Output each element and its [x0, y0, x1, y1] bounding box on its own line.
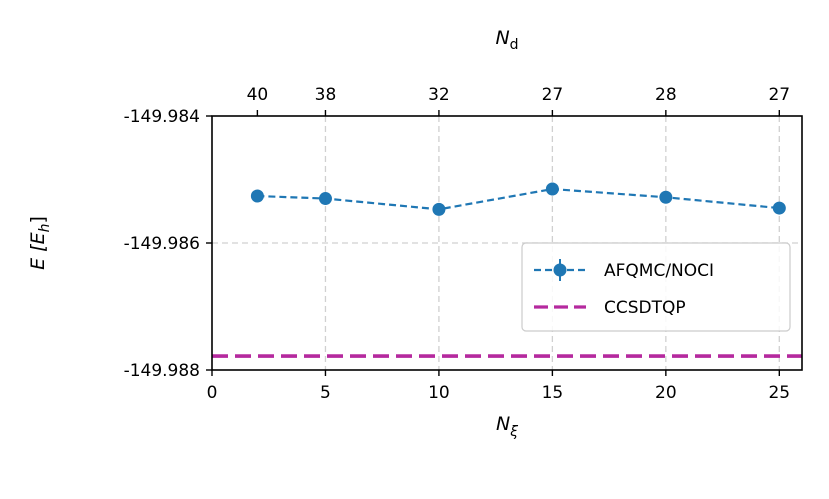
y-tick-label-1: -149.986 — [124, 234, 200, 254]
afqmc-point-2 — [432, 202, 446, 216]
x-tick-label-5: 25 — [768, 383, 790, 403]
y-tick-label-0: -149.988 — [124, 361, 200, 381]
ticks: 0 5 10 15 20 25 -149.988 -149.986 -149.984 40 38 32… — [124, 85, 791, 403]
x-axis-label: Nξ — [496, 413, 518, 440]
x-tick-label-4: 20 — [655, 383, 677, 403]
top-x-tick-label-1: 38 — [315, 85, 337, 105]
y-tick-label-2: -149.984 — [124, 107, 200, 127]
top-x-tick-label-5: 27 — [768, 85, 790, 105]
legend-afqmc-label: AFQMC/NOCI — [604, 261, 714, 281]
afqmc-point-0 — [250, 189, 264, 203]
top-x-tick-label-2: 32 — [428, 85, 450, 105]
legend-box — [521, 242, 791, 332]
top-x-tick-label-0: 40 — [247, 85, 269, 105]
afqmc-point-4 — [659, 190, 673, 204]
x-tick-label-0: 0 — [207, 383, 218, 403]
afqmc-point-5 — [772, 201, 786, 215]
y-axis-label: E [Eh] — [27, 216, 53, 270]
x-tick-label-3: 15 — [542, 383, 564, 403]
top-x-tick-label-4: 28 — [655, 85, 677, 105]
top-x-tick-label-3: 27 — [542, 85, 564, 105]
x-tick-label-2: 10 — [428, 383, 450, 403]
data-layer — [212, 182, 802, 358]
afqmc-series-line — [257, 187, 780, 211]
legend-afqmc-marker — [553, 263, 567, 277]
top-x-axis-label: Nd — [495, 27, 518, 53]
legend-ccsdtqp-label: CCSDTQP — [604, 298, 686, 318]
x-tick-label-1: 5 — [320, 383, 331, 403]
afqmc-point-1 — [318, 192, 332, 206]
legend: AFQMC/NOCI CCSDTQP — [521, 242, 791, 332]
afqmc-point-3 — [545, 182, 559, 196]
